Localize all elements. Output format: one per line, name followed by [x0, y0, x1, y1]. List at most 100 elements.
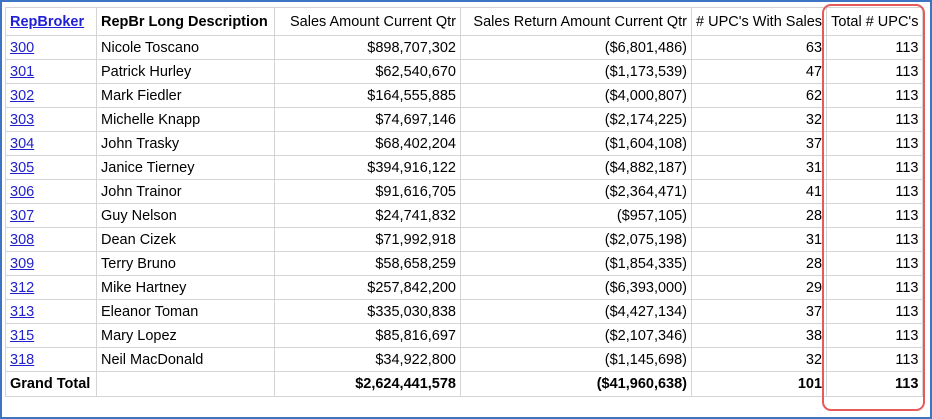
- header-total-upcs: Total # UPC's: [826, 7, 924, 36]
- upcs-with-sales-cell: 41: [690, 179, 828, 204]
- total-upcs-cell: 113: [826, 299, 924, 324]
- rep-broker-link[interactable]: 318: [10, 351, 35, 368]
- upcs-with-sales-cell: 31: [690, 155, 828, 180]
- total-upcs-cell: 113: [826, 59, 924, 84]
- rep-broker-link[interactable]: 307: [10, 207, 35, 224]
- rep-broker-cell[interactable]: 309: [5, 251, 97, 276]
- upcs-with-sales-cell: 31: [690, 227, 828, 252]
- total-upcs-cell: 113: [826, 83, 924, 108]
- long-description-cell: Janice Tierney: [96, 155, 275, 180]
- rep-broker-cell[interactable]: 315: [5, 323, 97, 348]
- sales-amount-cell: $335,030,838: [274, 299, 461, 324]
- total-upcs-cell: 113: [826, 203, 924, 228]
- rep-broker-link[interactable]: 304: [10, 135, 35, 152]
- total-upcs-cell: 113: [826, 251, 924, 276]
- sales-amount-cell: $24,741,832: [274, 203, 461, 228]
- rep-broker-link[interactable]: 312: [10, 279, 35, 296]
- table-row: 315 Mary Lopez $85,816,697 ($2,107,346) 38 11…: [5, 323, 924, 348]
- long-description-cell: Eleanor Toman: [96, 299, 275, 324]
- rep-broker-cell[interactable]: 308: [5, 227, 97, 252]
- header-upcs-with-sales: # UPC's With Sales: [690, 7, 828, 36]
- long-description-cell: Terry Bruno: [96, 251, 275, 276]
- header-sales-return: Sales Return Amount Current Qtr: [460, 7, 692, 36]
- long-description-cell: Neil MacDonald: [96, 347, 275, 372]
- header-rep-broker[interactable]: RepBroker: [5, 7, 97, 36]
- upcs-with-sales-cell: 38: [690, 323, 828, 348]
- table-row: 300 Nicole Toscano $898,707,302 ($6,801,486…: [5, 35, 924, 60]
- grand-total-total-upcs: 113: [826, 371, 924, 397]
- long-description-cell: Mike Hartney: [96, 275, 275, 300]
- rep-broker-cell[interactable]: 302: [5, 83, 97, 108]
- table-row: 308 Dean Cizek $71,992,918 ($2,075,198) 31 11…: [5, 227, 924, 252]
- rep-broker-cell[interactable]: 318: [5, 347, 97, 372]
- rep-broker-link[interactable]: 301: [10, 63, 35, 80]
- sales-return-cell: ($1,604,108): [460, 131, 692, 156]
- rep-broker-link[interactable]: 306: [10, 183, 35, 200]
- upcs-with-sales-cell: 32: [690, 107, 828, 132]
- rep-broker-cell[interactable]: 303: [5, 107, 97, 132]
- long-description-cell: Nicole Toscano: [96, 35, 275, 60]
- sales-amount-cell: $71,992,918: [274, 227, 461, 252]
- grand-total-upcs-with-sales: 101: [690, 371, 828, 397]
- sales-return-cell: ($6,393,000): [460, 275, 692, 300]
- table-row: 301 Patrick Hurley $62,540,670 ($1,173,539)…: [5, 59, 924, 84]
- sales-amount-cell: $85,816,697: [274, 323, 461, 348]
- long-description-cell: Mark Fiedler: [96, 83, 275, 108]
- total-upcs-cell: 113: [826, 323, 924, 348]
- header-long-description: RepBr Long Description: [96, 7, 275, 36]
- total-upcs-cell: 113: [826, 155, 924, 180]
- rep-broker-link[interactable]: 300: [10, 39, 35, 56]
- table-row: 302 Mark Fiedler $164,555,885 ($4,000,807) 6…: [5, 83, 924, 108]
- table-row: 306 John Trainor $91,616,705 ($2,364,471) 41…: [5, 179, 924, 204]
- total-upcs-cell: 113: [826, 131, 924, 156]
- long-description-cell: John Trainor: [96, 179, 275, 204]
- rep-broker-link[interactable]: 313: [10, 303, 35, 320]
- rep-broker-cell[interactable]: 312: [5, 275, 97, 300]
- rep-broker-link[interactable]: 302: [10, 87, 35, 104]
- sales-amount-cell: $58,658,259: [274, 251, 461, 276]
- sales-amount-cell: $257,842,200: [274, 275, 461, 300]
- long-description-cell: Dean Cizek: [96, 227, 275, 252]
- rep-broker-link[interactable]: 303: [10, 111, 35, 128]
- long-description-cell: John Trasky: [96, 131, 275, 156]
- table-row: 318 Neil MacDonald $34,922,800 ($1,145,698)…: [5, 347, 924, 372]
- long-description-cell: Guy Nelson: [96, 203, 275, 228]
- upcs-with-sales-cell: 29: [690, 275, 828, 300]
- rep-broker-cell[interactable]: 306: [5, 179, 97, 204]
- rep-broker-cell[interactable]: 307: [5, 203, 97, 228]
- total-upcs-cell: 113: [826, 347, 924, 372]
- table-row: 313 Eleanor Toman $335,030,838 ($4,427,134)…: [5, 299, 924, 324]
- total-upcs-cell: 113: [826, 275, 924, 300]
- sales-return-cell: ($4,882,187): [460, 155, 692, 180]
- table-row: 307 Guy Nelson $24,741,832 ($957,105) 28 113: [5, 203, 924, 228]
- upcs-with-sales-cell: 63: [690, 35, 828, 60]
- sales-return-cell: ($2,107,346): [460, 323, 692, 348]
- upcs-with-sales-cell: 28: [690, 203, 828, 228]
- sales-return-cell: ($1,854,335): [460, 251, 692, 276]
- sales-report-table: RepBroker RepBr Long Description Sales A…: [5, 7, 924, 397]
- header-row: RepBroker RepBr Long Description Sales A…: [5, 7, 924, 36]
- rep-broker-link[interactable]: 315: [10, 327, 35, 344]
- rep-broker-cell[interactable]: 304: [5, 131, 97, 156]
- rep-broker-link[interactable]: 308: [10, 231, 35, 248]
- rep-broker-cell[interactable]: 313: [5, 299, 97, 324]
- grand-total-returns: ($41,960,638): [460, 371, 692, 397]
- upcs-with-sales-cell: 28: [690, 251, 828, 276]
- sales-amount-cell: $898,707,302: [274, 35, 461, 60]
- rep-broker-link[interactable]: 305: [10, 159, 35, 176]
- table-row: 305 Janice Tierney $394,916,122 ($4,882,187…: [5, 155, 924, 180]
- rep-broker-link[interactable]: 309: [10, 255, 35, 272]
- rep-broker-cell[interactable]: 301: [5, 59, 97, 84]
- sales-return-cell: ($2,075,198): [460, 227, 692, 252]
- upcs-with-sales-cell: 62: [690, 83, 828, 108]
- total-upcs-cell: 113: [826, 107, 924, 132]
- long-description-cell: Patrick Hurley: [96, 59, 275, 84]
- table-row: 312 Mike Hartney $257,842,200 ($6,393,000) 2…: [5, 275, 924, 300]
- sales-return-cell: ($1,173,539): [460, 59, 692, 84]
- rep-broker-sort-link[interactable]: RepBroker: [10, 13, 85, 30]
- sales-return-cell: ($957,105): [460, 203, 692, 228]
- rep-broker-cell[interactable]: 300: [5, 35, 97, 60]
- sales-amount-cell: $394,916,122: [274, 155, 461, 180]
- sales-return-cell: ($4,427,134): [460, 299, 692, 324]
- rep-broker-cell[interactable]: 305: [5, 155, 97, 180]
